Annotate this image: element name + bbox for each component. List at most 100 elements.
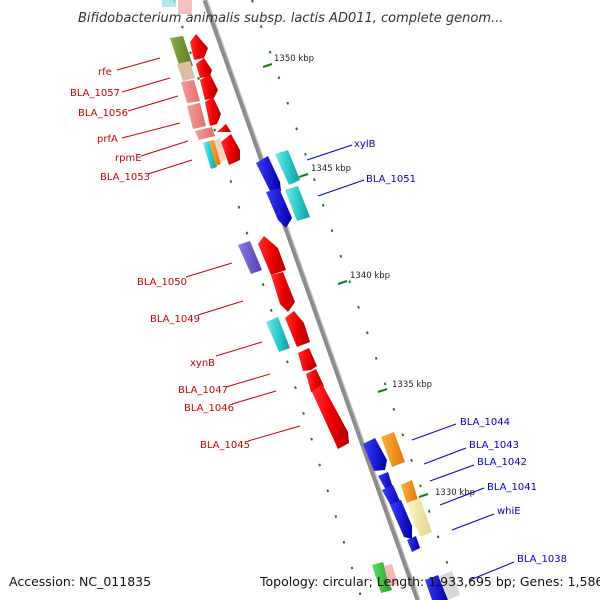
track-dot: [427, 509, 431, 513]
gene-block: [205, 97, 221, 126]
label-BLA_1050[interactable]: BLA_1050: [137, 277, 187, 288]
track-dot: [358, 592, 362, 596]
label-rfe[interactable]: rfe: [98, 67, 112, 78]
topology-label: Topology: circular; Length: 1,933,695 bp…: [259, 574, 600, 589]
gene-block: [285, 186, 310, 221]
label-BLA_1049[interactable]: BLA_1049: [150, 314, 200, 325]
label-BLA_1047[interactable]: BLA_1047: [178, 385, 228, 396]
track-dot: [286, 101, 290, 105]
left-features: [162, 0, 349, 449]
gene-arrow: [221, 134, 240, 165]
tick-mark: [262, 63, 273, 68]
label-BLA_1046[interactable]: BLA_1046: [184, 403, 234, 414]
label-BLA_1038[interactable]: BLA_1038: [517, 554, 567, 565]
gene-BLA_1044[interactable]: [381, 432, 405, 467]
track-dot: [445, 560, 449, 564]
track-dot: [339, 254, 343, 258]
tick-mark: [418, 493, 429, 498]
label-BLA_1056[interactable]: BLA_1056: [78, 108, 128, 119]
tick-mark: [337, 280, 348, 285]
track-dot: [181, 25, 184, 29]
gene-block: [214, 138, 226, 162]
label-BLA_1041[interactable]: BLA_1041: [487, 482, 537, 493]
track-dot: [237, 205, 241, 209]
track-dot: [251, 0, 254, 3]
gene-BLA_1050[interactable]: [238, 241, 262, 274]
track-dot: [392, 407, 396, 411]
track-dot: [350, 566, 354, 570]
tick-mark: [298, 173, 309, 178]
label-BLA_1045[interactable]: BLA_1045: [200, 440, 250, 451]
track-dot: [197, 76, 200, 80]
track-dot: [326, 489, 330, 493]
kbp-ticks: 1350 kbp 1345 kbp 1340 kbp 1335 kbp 1330…: [262, 54, 475, 498]
gene-BLA_1042[interactable]: [378, 472, 393, 490]
gene-arrow: [407, 536, 420, 552]
gene-arrow: [190, 34, 208, 60]
track-dot: [261, 283, 265, 287]
label-BLA_1053[interactable]: BLA_1053: [100, 172, 150, 183]
gene-BLA_1057[interactable]: [181, 80, 200, 103]
right-features: [256, 150, 460, 600]
track-dot: [286, 360, 289, 364]
gene-arrow: [390, 500, 412, 539]
label-BLA_1051[interactable]: BLA_1051: [366, 174, 416, 185]
gene-block: [162, 0, 176, 7]
gene-BLA_1049[interactable]: [271, 272, 295, 312]
gene-BLA_1051[interactable]: [266, 188, 292, 228]
gene-BLA_1056[interactable]: [187, 103, 206, 129]
gene-block: [440, 571, 460, 600]
track-dot: [295, 127, 298, 131]
gene-BLA_1045[interactable]: [312, 384, 349, 449]
gene-BLA_1053[interactable]: [203, 141, 217, 169]
track-dot: [342, 540, 346, 544]
genome-backbone: [202, 0, 421, 600]
gene-xynB[interactable]: [266, 317, 290, 352]
right-labels: xylB BLA_1051 BLA_1044 BLA_1043 BLA_1042…: [306, 139, 567, 581]
track-dot: [294, 386, 297, 390]
label-whiE[interactable]: whiE: [497, 506, 521, 517]
track-dot: [401, 433, 405, 437]
label-xynB[interactable]: xynB: [190, 358, 215, 369]
tick-label: 1335 kbp: [392, 380, 432, 390]
gene-rpmE[interactable]: [209, 140, 221, 166]
track-dot: [304, 152, 307, 156]
tick-mark: [377, 388, 388, 393]
gene-BLA_1038[interactable]: [425, 575, 448, 600]
track-dot: [189, 51, 192, 55]
label-BLA_1044[interactable]: BLA_1044: [460, 417, 510, 428]
left-labels: rfe BLA_1057 BLA_1056 prfA rpmE BLA_1053…: [70, 57, 301, 451]
track-dot: [302, 411, 305, 415]
gene-block: [372, 562, 392, 593]
tick-label: 1350 kbp: [274, 54, 314, 64]
gene-prfA[interactable]: [195, 127, 215, 140]
track-dot: [321, 203, 325, 207]
gene-xylB[interactable]: [275, 150, 300, 185]
tick-label: 1345 kbp: [311, 164, 351, 174]
track-dot: [318, 463, 322, 467]
label-BLA_1042[interactable]: BLA_1042: [477, 457, 527, 468]
gene-block: [177, 61, 195, 81]
track-dot: [310, 437, 313, 441]
track-dot: [330, 229, 334, 233]
label-BLA_1057[interactable]: BLA_1057: [70, 88, 120, 99]
map-title: Bifidobacterium animalis subsp. lactis A…: [78, 11, 503, 26]
gene-arrow: [256, 156, 281, 195]
tick-label: 1330 kbp: [435, 488, 475, 498]
label-prfA[interactable]: prfA: [97, 134, 118, 145]
gene-rfe[interactable]: [170, 36, 193, 68]
gene-BLA_1041[interactable]: [401, 480, 418, 504]
gene-BLA_1047[interactable]: [298, 348, 317, 371]
track-dot: [334, 514, 338, 518]
gene-BLA_1043[interactable]: [363, 438, 387, 471]
label-BLA_1043[interactable]: BLA_1043: [469, 440, 519, 451]
gene-whiE[interactable]: [406, 498, 432, 537]
label-rpmE[interactable]: rpmE: [115, 153, 142, 164]
track-dot: [383, 382, 387, 386]
gene-arrow: [196, 58, 212, 78]
label-xylB[interactable]: xylB: [354, 139, 376, 150]
track-dot: [213, 128, 217, 132]
gene-block: [217, 124, 231, 132]
